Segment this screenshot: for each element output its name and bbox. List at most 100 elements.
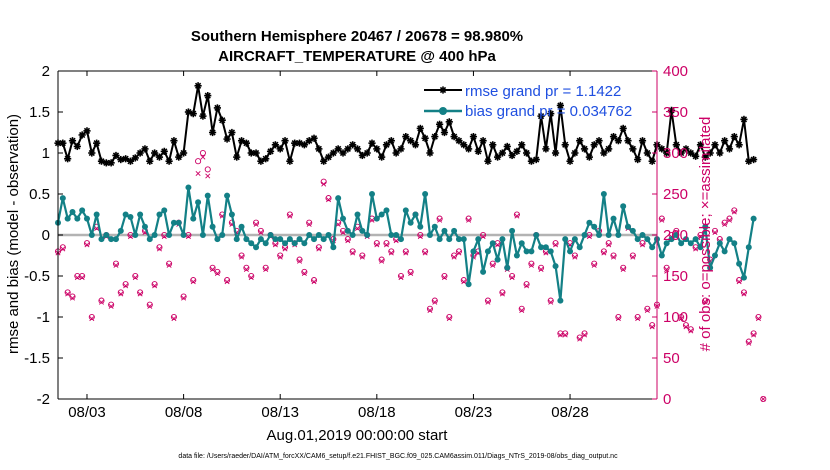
bias-point <box>576 244 583 251</box>
obs-possible-point <box>112 260 120 267</box>
bias-point <box>480 268 487 275</box>
obs-possible-point <box>436 215 443 222</box>
bias-point <box>253 244 260 251</box>
x-tick-label: 08/03 <box>68 404 106 421</box>
rmse-point <box>658 145 666 153</box>
bias-point <box>509 227 516 234</box>
rmse-point <box>585 153 593 161</box>
obs-assimilated-point <box>731 209 737 215</box>
bias-series <box>55 184 757 304</box>
rmse-point <box>378 153 386 161</box>
rmse-point <box>324 153 333 161</box>
obs-assimilated-point <box>572 254 578 260</box>
rmse-point <box>614 137 622 145</box>
bias-point <box>335 195 342 202</box>
obs-assimilated-point <box>582 332 588 338</box>
obs-assimilated-point <box>374 242 380 248</box>
rmse-point <box>286 157 294 165</box>
obs-assimilated-point <box>152 283 158 289</box>
obs-assimilated-point <box>253 221 259 227</box>
obs-assimilated-point <box>741 291 747 297</box>
bias-point <box>412 211 419 218</box>
obs-assimilated-point <box>161 234 167 240</box>
obs-possible-point <box>209 264 216 271</box>
x-tick-label: 08/28 <box>551 404 589 421</box>
y-right-tick-label: 150 <box>663 268 688 285</box>
obs-assimilated-point <box>630 254 636 260</box>
bias-point <box>88 232 95 238</box>
rmse-point <box>484 157 492 165</box>
obs-assimilated-point <box>403 250 409 256</box>
bias-point <box>146 236 153 243</box>
bias-point <box>745 244 752 251</box>
obs-possible-point <box>199 149 206 157</box>
rmse-point <box>411 141 420 149</box>
bias-point <box>257 236 264 243</box>
obs-assimilated-point <box>393 238 399 244</box>
obs-assimilated-point <box>456 250 462 256</box>
obs-assimilated-point <box>166 262 172 268</box>
legend-bias-marker <box>439 107 447 115</box>
obs-assimilated-point <box>200 154 206 160</box>
obs-possible-point <box>721 219 728 226</box>
rmse-point <box>677 149 685 157</box>
obs-assimilated-point <box>538 266 544 272</box>
rmse-point <box>276 145 284 153</box>
rmse-point <box>687 149 695 157</box>
rmse-point <box>320 157 328 165</box>
chart-title-line1: Southern Hemisphere 20467 / 20678 = 98.9… <box>191 28 523 45</box>
bias-point <box>180 232 187 238</box>
obs-possible-point <box>83 240 91 247</box>
obs-assimilated-point <box>108 303 114 309</box>
obs-possible-point <box>59 244 66 251</box>
rmse-point <box>262 155 270 163</box>
rmse-point <box>735 141 743 149</box>
obs-assimilated-point <box>359 254 365 260</box>
obs-possible-point <box>509 272 516 280</box>
rmse-point <box>228 128 236 137</box>
rmse-point <box>416 124 424 132</box>
obs-assimilated-point <box>205 173 211 179</box>
bias-point <box>620 203 627 210</box>
y-tick-label: -1 <box>37 309 50 326</box>
bias-point <box>373 215 380 222</box>
bias-point <box>697 244 704 251</box>
obs-assimilated-point <box>591 262 597 268</box>
x-tick-label: 08/13 <box>261 404 299 421</box>
obs-possible-point <box>310 277 318 284</box>
obs-possible-point <box>122 281 129 288</box>
obs-assimilated-point <box>485 299 491 305</box>
obs-assimilated-point <box>171 316 177 322</box>
rmse-point <box>339 149 347 157</box>
rmse-point <box>397 145 405 153</box>
obs-possible-point <box>388 248 395 255</box>
bias-point <box>489 240 496 247</box>
legend-rmse-marker <box>439 86 447 94</box>
rmse-point <box>334 145 342 153</box>
rmse-point <box>537 112 545 120</box>
rmse-point <box>141 145 149 153</box>
rmse-point <box>580 145 589 153</box>
obs-assimilated-point <box>553 242 559 248</box>
bias-point <box>354 211 361 218</box>
rmse-point <box>648 157 656 165</box>
obs-possible-point <box>166 260 173 267</box>
obs-assimilated-point <box>543 250 549 256</box>
bias-point <box>291 240 298 247</box>
obs-assimilated-point <box>586 234 592 240</box>
obs-possible-point <box>610 252 617 259</box>
rmse-point <box>465 145 473 153</box>
obs-assimilated-point <box>635 316 641 322</box>
obs-assimilated-point <box>422 250 428 256</box>
rmse-point <box>353 145 362 153</box>
bias-point <box>214 236 221 243</box>
obs-possible-point <box>513 211 520 218</box>
obs-assimilated-point <box>354 225 361 231</box>
bias-point <box>528 248 535 255</box>
bias-point <box>639 232 646 238</box>
rmse-point <box>638 137 647 145</box>
rmse-point <box>107 159 115 167</box>
rmse-point <box>368 139 376 147</box>
rmse-point <box>83 127 91 135</box>
obs-assimilated-point <box>528 262 534 268</box>
